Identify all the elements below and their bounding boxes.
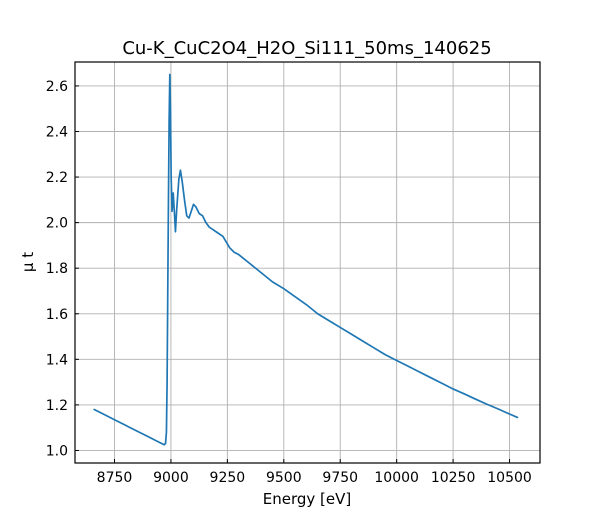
series-line <box>93 73 519 446</box>
y-tick-label: 1.2 <box>46 398 68 414</box>
x-tick-label: 10000 <box>374 470 419 486</box>
x-tick-label: 9750 <box>322 470 358 486</box>
y-tick-label: 2.4 <box>46 124 68 140</box>
data-series <box>93 73 519 446</box>
plot-frame <box>74 61 541 464</box>
y-axis-label: μ t <box>19 252 37 272</box>
x-tick-label: 8750 <box>97 470 133 486</box>
x-tick-label: 9250 <box>210 470 246 486</box>
x-tick-label: 9500 <box>266 470 302 486</box>
x-tick-label: 10250 <box>431 470 476 486</box>
chart-title: Cu-K_CuC2O4_H2O_Si111_50ms_140625 <box>122 38 491 59</box>
x-tick-label: 10500 <box>487 470 532 486</box>
y-axis-ticks: 1.0 1.2 1.4 1.6 1.8 2.0 2.2 2.4 2.6 <box>46 79 79 459</box>
y-tick-label: 2.0 <box>46 216 68 232</box>
y-tick-label: 1.0 <box>46 443 68 459</box>
y-tick-label: 1.4 <box>46 352 68 368</box>
y-tick-label: 1.8 <box>46 261 68 277</box>
y-tick-label: 2.2 <box>46 170 68 186</box>
x-axis-label: Energy [eV] <box>263 490 351 508</box>
grid <box>75 62 540 463</box>
x-tick-label: 9000 <box>153 470 189 486</box>
y-tick-label: 1.6 <box>46 307 68 323</box>
y-tick-label: 2.6 <box>46 79 68 95</box>
x-axis-ticks: 8750 9000 9250 9500 9750 10000 10250 10500 <box>97 459 532 486</box>
